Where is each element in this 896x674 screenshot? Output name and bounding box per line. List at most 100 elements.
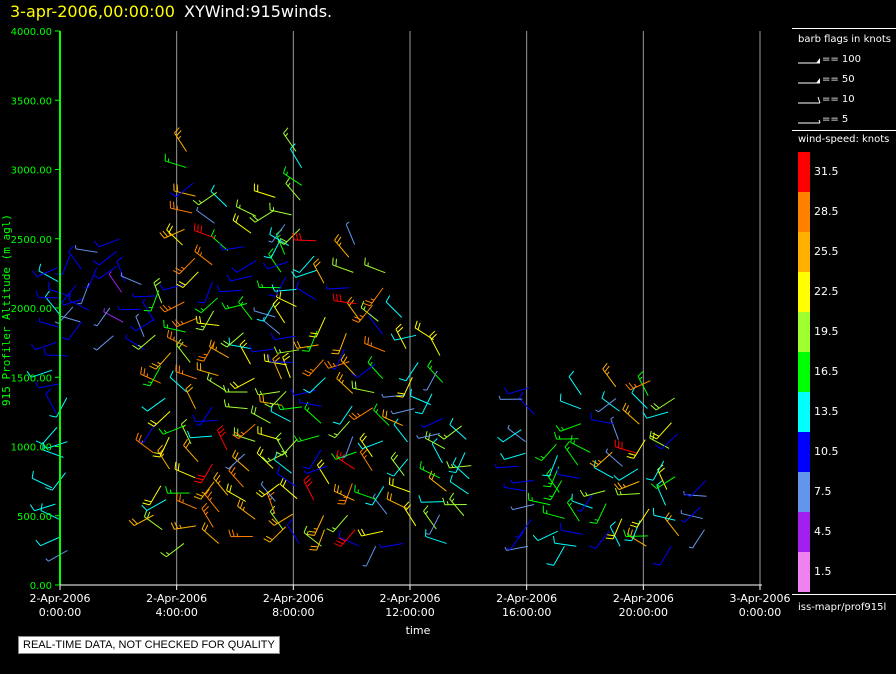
wind-barb bbox=[94, 238, 120, 248]
wind-barb bbox=[420, 417, 444, 428]
wind-barb bbox=[652, 545, 672, 566]
wind-barb bbox=[270, 404, 291, 423]
wind-barb bbox=[637, 370, 649, 396]
colorbar-label: 19.5 bbox=[814, 325, 839, 338]
wind-barb bbox=[442, 497, 467, 506]
x-tick-label: 2-Apr-2006 bbox=[146, 592, 207, 605]
y-tick-label: 2000.00 bbox=[11, 304, 52, 315]
wind-barb bbox=[192, 191, 218, 206]
colorbar-title: wind-speed: knots bbox=[798, 134, 890, 145]
wind-barb bbox=[571, 493, 593, 509]
barb-flag-icon bbox=[798, 78, 820, 84]
wind-barb bbox=[362, 546, 377, 567]
wind-barb bbox=[139, 423, 156, 444]
wind-barb bbox=[688, 529, 705, 549]
wind-barb bbox=[613, 468, 639, 481]
wind-barb bbox=[398, 362, 419, 382]
wind-barb bbox=[273, 452, 292, 474]
wind-barb bbox=[32, 267, 58, 278]
colorbar-cell bbox=[798, 152, 810, 192]
wind-barb bbox=[642, 411, 669, 419]
wind-barb bbox=[58, 312, 81, 323]
wind-barb bbox=[373, 403, 390, 426]
wind-barb bbox=[518, 391, 535, 415]
wind-barb bbox=[196, 341, 215, 362]
wind-barb bbox=[221, 302, 247, 310]
wind-barb bbox=[226, 483, 246, 502]
wind-barb bbox=[195, 310, 215, 331]
wind-barb bbox=[388, 477, 411, 493]
wind-barb bbox=[359, 446, 373, 471]
wind-barb bbox=[250, 405, 271, 424]
wind-barb bbox=[652, 507, 676, 521]
wind-barb bbox=[275, 438, 298, 456]
wind-barb bbox=[650, 397, 675, 411]
wind-barb bbox=[680, 509, 703, 520]
wind-barb bbox=[372, 493, 388, 515]
wind-barb bbox=[173, 183, 196, 197]
wind-barb bbox=[286, 519, 300, 544]
wind-barb bbox=[149, 352, 171, 370]
wind-barb bbox=[532, 530, 559, 542]
source-id: iss-mapr/prof915l bbox=[798, 602, 887, 613]
wind-barb bbox=[504, 545, 529, 551]
colorbar-label: 28.5 bbox=[814, 205, 839, 218]
wind-barb bbox=[337, 483, 353, 505]
wind-barb bbox=[228, 337, 252, 350]
colorbar-cell bbox=[798, 272, 810, 312]
wind-barb bbox=[279, 477, 298, 500]
wind-barb bbox=[507, 424, 526, 443]
wind-barb bbox=[333, 529, 356, 547]
wind-barb bbox=[390, 451, 405, 476]
wind-barb bbox=[553, 431, 579, 440]
wind-barb bbox=[201, 502, 214, 528]
wind-barb bbox=[403, 501, 417, 527]
wind-barb bbox=[276, 466, 296, 487]
colorbar-cell bbox=[798, 512, 810, 552]
wind-barb bbox=[357, 528, 384, 537]
wind-barb bbox=[386, 491, 408, 510]
wind-barb bbox=[164, 153, 187, 168]
wind-barb bbox=[175, 364, 197, 380]
colorbar-label: 31.5 bbox=[814, 165, 839, 178]
legend-separator bbox=[792, 594, 896, 595]
wind-barb bbox=[427, 359, 444, 383]
wind-barb bbox=[348, 407, 374, 421]
wind-barb bbox=[238, 295, 253, 320]
wind-barb bbox=[335, 449, 355, 470]
wind-barb bbox=[425, 514, 441, 535]
wind-barb bbox=[680, 506, 701, 523]
wind-barb bbox=[503, 387, 530, 395]
wind-barb bbox=[29, 503, 56, 512]
wind-barb bbox=[44, 290, 60, 315]
wind-barb bbox=[45, 388, 57, 414]
wind-barb bbox=[285, 177, 301, 201]
wind-barb bbox=[390, 408, 415, 415]
quality-note: REAL-TIME DATA, NOT CHECKED FOR QUALITY bbox=[18, 636, 280, 654]
wind-barb bbox=[92, 251, 117, 266]
wind-barb bbox=[176, 271, 199, 289]
wind-barb bbox=[256, 446, 274, 469]
wind-barb bbox=[194, 297, 218, 314]
wind-barb bbox=[30, 341, 57, 351]
x-tick-label: 3-Apr-2006 bbox=[729, 592, 790, 605]
wind-barb bbox=[249, 210, 275, 223]
wind-barb bbox=[449, 492, 465, 517]
wind-barb bbox=[130, 318, 155, 332]
wind-barb bbox=[614, 439, 637, 454]
legend-separator bbox=[792, 130, 896, 131]
wind-barb bbox=[332, 293, 356, 305]
wind-barb bbox=[216, 284, 242, 293]
wind-barb bbox=[268, 276, 287, 297]
wind-barb bbox=[542, 505, 565, 519]
wind-barb bbox=[93, 335, 114, 351]
wind-barb bbox=[452, 457, 470, 480]
wind-barb bbox=[326, 514, 349, 533]
wind-barb bbox=[223, 399, 248, 410]
wind-barb bbox=[449, 474, 469, 495]
wind-barb bbox=[363, 287, 384, 307]
wind-barb bbox=[664, 512, 680, 537]
wind-barb bbox=[34, 381, 61, 389]
wind-barb bbox=[390, 333, 417, 341]
wind-barb bbox=[38, 263, 59, 283]
